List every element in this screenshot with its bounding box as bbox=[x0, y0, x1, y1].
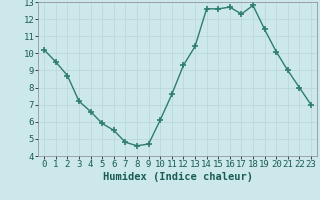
X-axis label: Humidex (Indice chaleur): Humidex (Indice chaleur) bbox=[103, 172, 252, 182]
